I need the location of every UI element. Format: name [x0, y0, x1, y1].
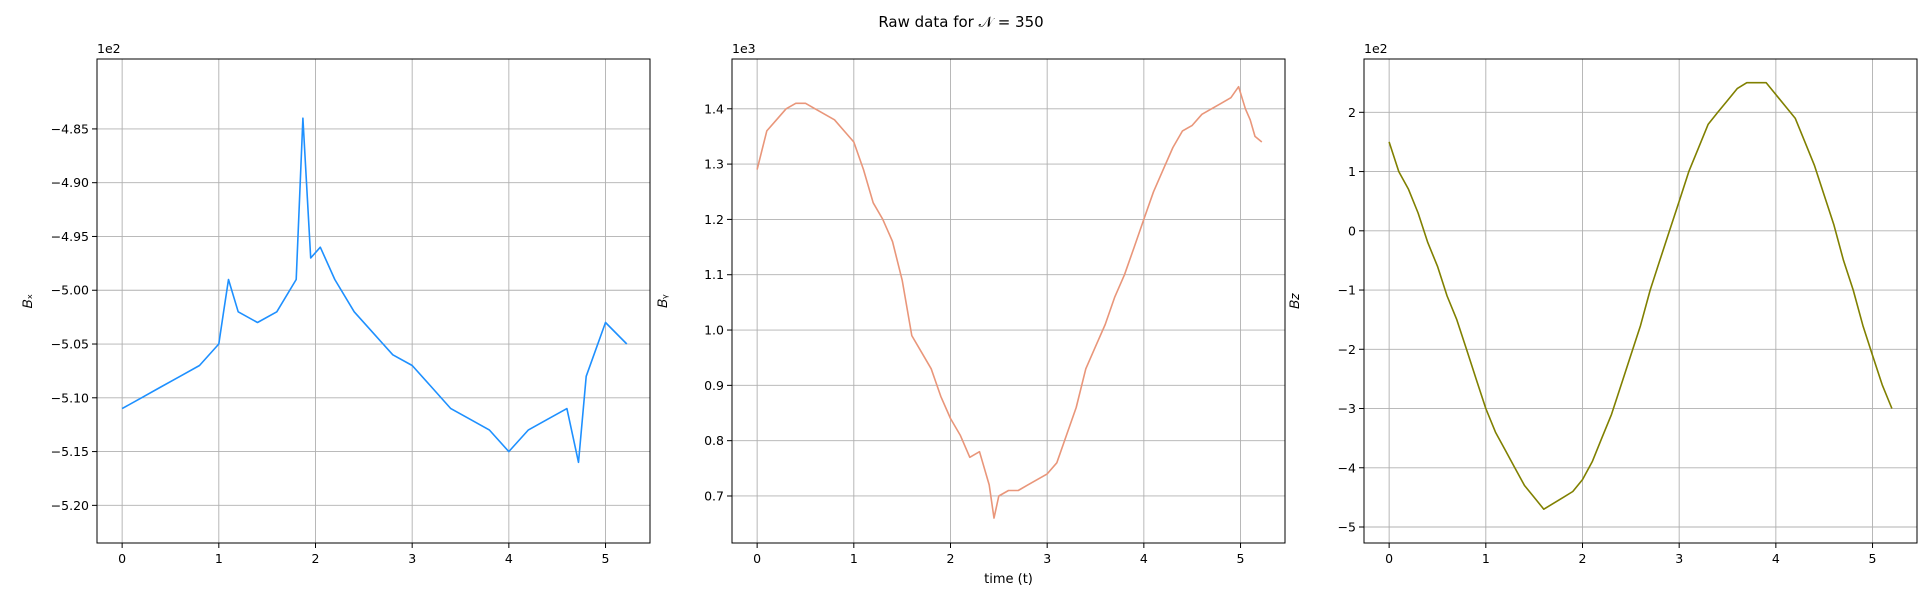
x-tick-label: 2	[1579, 551, 1587, 566]
y-tick-label: −2	[1338, 342, 1356, 357]
x-tick-label: 4	[1772, 551, 1780, 566]
chart-panel: 0 1 2 3 4 5 0.7 0.8 0.9 1.0 1.1 1.2 1.3 1.4 1e3 𝐵ᵧ time …	[656, 41, 1286, 587]
y-tick-label: 1.1	[704, 267, 724, 282]
axes-frame	[1363, 58, 1918, 544]
axis-offset-label: 1e3	[732, 41, 756, 56]
y-tick-label: −5.20	[51, 498, 89, 513]
series-line	[121, 117, 628, 464]
x-tick-label: 3	[1675, 551, 1683, 566]
charts-container: 0 1 2 3 4 5 −5.20 −5.15 −5.10 −5.05 −5.00 −4.95 −4.9…	[21, 41, 1918, 587]
y-tick-label: 1.3	[704, 157, 724, 172]
figure-title: Raw data for 𝒩 = 350	[878, 13, 1043, 31]
y-tick-label: −4	[1338, 460, 1356, 475]
axes-frame	[96, 58, 651, 544]
y-tick-label: 2	[1348, 105, 1356, 120]
axis-offset-label: 1e2	[1364, 41, 1388, 56]
y-tick-label: −5.15	[51, 444, 89, 459]
chart-panel: 0 1 2 3 4 5 −5 −4 −3 −2 −1 0 1 2 1e2 𝐵𝑧	[1288, 41, 1918, 566]
x-tick-label: 1	[215, 551, 223, 566]
x-axis-label: time (t)	[984, 572, 1033, 587]
x-tick-label: 5	[602, 551, 610, 566]
x-tick-label: 0	[1385, 551, 1393, 566]
y-axis-label: 𝐵ᵧ	[656, 294, 671, 308]
series-line	[1388, 81, 1893, 511]
y-axis-label: 𝐵𝑧	[1288, 293, 1303, 309]
x-tick-label: 5	[1869, 551, 1877, 566]
y-tick-label: 0.7	[704, 488, 724, 503]
y-tick-label: −5.10	[51, 390, 89, 405]
x-tick-label: 1	[1482, 551, 1490, 566]
y-tick-label: 0.8	[704, 433, 724, 448]
y-tick-label: −4.85	[51, 121, 89, 136]
y-tick-label: 1.4	[704, 101, 724, 116]
x-tick-label: 4	[505, 551, 513, 566]
grid	[732, 59, 1285, 543]
y-axis-label: 𝐵ₓ	[21, 294, 36, 309]
x-tick-label: 2	[312, 551, 320, 566]
x-tick-label: 3	[408, 551, 416, 566]
axis-offset-label: 1e2	[97, 41, 121, 56]
y-tick-label: −1	[1338, 283, 1356, 298]
y-tick-label: 1	[1348, 164, 1356, 179]
y-tick-label: −4.95	[51, 229, 89, 244]
y-tick-label: −3	[1338, 401, 1356, 416]
axes-frame	[731, 58, 1286, 544]
y-tick-label: −5.05	[51, 337, 89, 352]
x-tick-label: 3	[1043, 551, 1051, 566]
y-tick-label: 0	[1348, 223, 1356, 238]
x-tick-label: 4	[1140, 551, 1148, 566]
grid	[97, 59, 650, 543]
y-tick-label: 0.9	[704, 378, 724, 393]
y-tick-label: 1.0	[704, 323, 724, 338]
y-tick-label: −5	[1338, 520, 1356, 535]
chart-panel: 0 1 2 3 4 5 −5.20 −5.15 −5.10 −5.05 −5.00 −4.95 −4.9…	[21, 41, 651, 566]
grid	[1364, 59, 1917, 543]
series-line	[756, 85, 1263, 519]
x-tick-label: 0	[118, 551, 126, 566]
x-tick-label: 1	[850, 551, 858, 566]
y-tick-label: −4.90	[51, 175, 89, 190]
x-tick-label: 5	[1237, 551, 1245, 566]
x-tick-label: 0	[753, 551, 761, 566]
x-tick-label: 2	[947, 551, 955, 566]
y-tick-label: 1.2	[704, 212, 724, 227]
y-tick-label: −5.00	[51, 283, 89, 298]
